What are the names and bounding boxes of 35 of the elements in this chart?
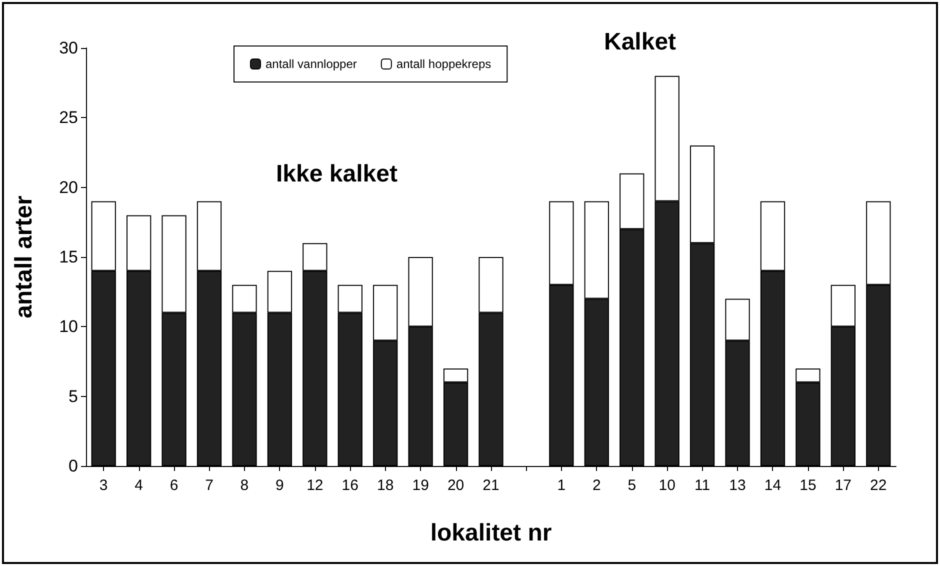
x-axis-title: lokalitet nr <box>430 520 552 546</box>
x-tick-label: 16 <box>342 477 358 494</box>
y-tick-label: 10 <box>59 317 78 336</box>
x-tick-label: 10 <box>658 477 676 494</box>
x-tick-label: 17 <box>834 477 852 494</box>
y-tick-label: 30 <box>59 38 78 58</box>
y-axis-title: antall arter <box>10 196 38 318</box>
x-tick-label: 8 <box>240 477 249 494</box>
x-tick-label: 7 <box>205 477 214 494</box>
legend-label: antall vannlopper <box>266 57 357 71</box>
x-tick-label: 14 <box>764 477 782 494</box>
x-tick-label: 22 <box>870 477 887 494</box>
x-tick-label: 21 <box>482 477 500 494</box>
x-tick-label: 13 <box>729 477 746 494</box>
x-tick-label: 12 <box>306 477 324 494</box>
x-tick-label: 4 <box>134 477 143 494</box>
x-tick-label: 11 <box>694 477 710 494</box>
y-tick-label: 15 <box>59 248 78 266</box>
y-tick-label: 0 <box>68 456 78 476</box>
x-tick-label: 5 <box>628 477 636 494</box>
y-tick-label: 25 <box>59 108 78 128</box>
x-tick-label: 3 <box>99 477 108 494</box>
x-tick-label: 15 <box>800 477 816 494</box>
annotation: Ikke kalket <box>276 160 398 188</box>
x-tick-label: 9 <box>276 477 284 494</box>
x-tick-label: 18 <box>377 477 394 494</box>
x-tick-label: 20 <box>447 477 464 494</box>
x-tick-label: 19 <box>412 477 429 494</box>
legend-label: antall hoppekreps <box>396 57 492 71</box>
x-tick-label: 6 <box>170 477 178 494</box>
y-tick-label: 5 <box>68 386 78 406</box>
annotation: Kalket <box>604 28 676 56</box>
x-tick-label: 2 <box>592 477 601 494</box>
y-tick-label: 20 <box>59 178 78 197</box>
x-tick-label: 1 <box>557 477 566 494</box>
